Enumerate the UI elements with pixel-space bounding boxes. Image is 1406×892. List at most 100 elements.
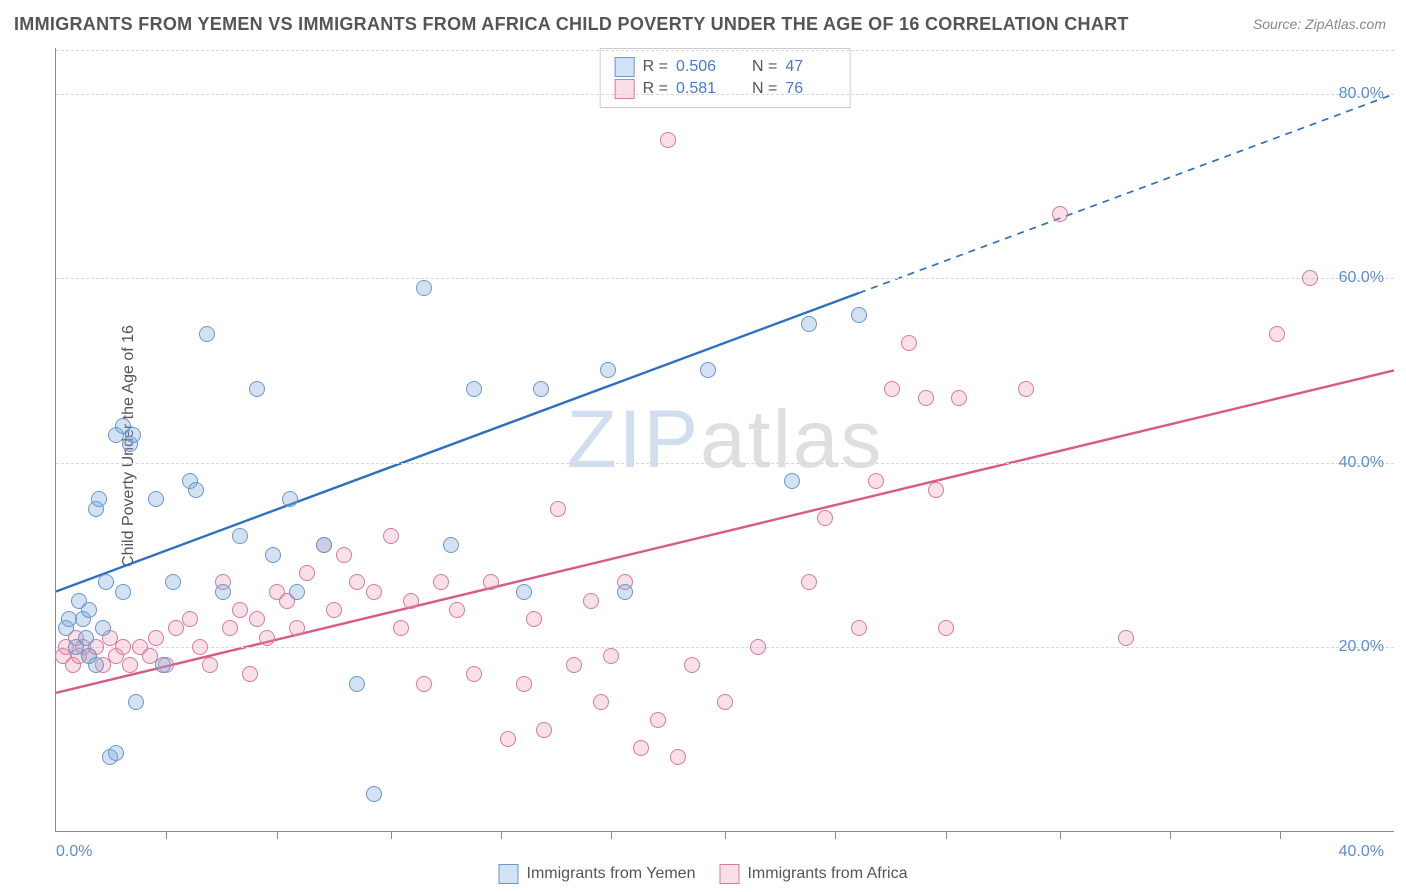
scatter-point xyxy=(222,620,238,636)
scatter-point xyxy=(700,362,716,378)
scatter-point xyxy=(128,694,144,710)
chart-container: IMMIGRANTS FROM YEMEN VS IMMIGRANTS FROM… xyxy=(0,0,1406,892)
scatter-point xyxy=(583,593,599,609)
swatch-series2 xyxy=(615,79,635,99)
scatter-point xyxy=(122,657,138,673)
gridline xyxy=(56,278,1394,279)
scatter-point xyxy=(433,574,449,590)
scatter-point xyxy=(1118,630,1134,646)
scatter-point xyxy=(684,657,700,673)
watermark: ZIPatlas xyxy=(567,393,884,487)
legend-swatch-1 xyxy=(499,864,519,884)
scatter-point xyxy=(416,280,432,296)
scatter-point xyxy=(249,611,265,627)
scatter-point xyxy=(443,537,459,553)
scatter-point xyxy=(533,381,549,397)
scatter-point xyxy=(366,584,382,600)
scatter-point xyxy=(801,574,817,590)
legend-label-2: Immigrants from Africa xyxy=(747,865,907,883)
scatter-point xyxy=(91,491,107,507)
y-tick-label: 20.0% xyxy=(1339,638,1384,656)
scatter-point xyxy=(188,482,204,498)
scatter-point xyxy=(483,574,499,590)
scatter-point xyxy=(326,602,342,618)
r-label-2: R = xyxy=(643,80,668,98)
x-tick xyxy=(946,831,947,839)
scatter-point xyxy=(366,786,382,802)
scatter-point xyxy=(600,362,616,378)
x-tick xyxy=(835,831,836,839)
scatter-point xyxy=(98,574,114,590)
scatter-point xyxy=(617,584,633,600)
y-tick-label: 80.0% xyxy=(1339,85,1384,103)
x-axis-min-label: 0.0% xyxy=(56,843,92,861)
scatter-point xyxy=(88,657,104,673)
stats-row-series1: R = 0.506 N = 47 xyxy=(615,57,836,77)
scatter-point xyxy=(603,648,619,664)
scatter-point xyxy=(199,326,215,342)
scatter-point xyxy=(868,473,884,489)
source-attribution: Source: ZipAtlas.com xyxy=(1253,16,1386,32)
watermark-atlas: atlas xyxy=(700,394,883,485)
scatter-point xyxy=(393,620,409,636)
scatter-point xyxy=(125,427,141,443)
scatter-point xyxy=(516,584,532,600)
scatter-point xyxy=(108,745,124,761)
scatter-point xyxy=(265,547,281,563)
n-label-1: N = xyxy=(752,58,777,76)
x-tick xyxy=(1060,831,1061,839)
scatter-point xyxy=(550,501,566,517)
scatter-point xyxy=(78,630,94,646)
scatter-point xyxy=(232,602,248,618)
scatter-point xyxy=(650,712,666,728)
x-tick xyxy=(277,831,278,839)
swatch-series1 xyxy=(615,57,635,77)
r-label-1: R = xyxy=(643,58,668,76)
watermark-zip: ZIP xyxy=(567,394,701,485)
legend-item-series1: Immigrants from Yemen xyxy=(499,864,696,884)
scatter-point xyxy=(289,620,305,636)
scatter-point xyxy=(336,547,352,563)
legend-item-series2: Immigrants from Africa xyxy=(719,864,907,884)
scatter-point xyxy=(784,473,800,489)
scatter-point xyxy=(928,482,944,498)
scatter-point xyxy=(466,666,482,682)
scatter-point xyxy=(202,657,218,673)
scatter-point xyxy=(851,307,867,323)
scatter-point xyxy=(416,676,432,692)
trend-lines-svg xyxy=(56,48,1394,831)
gridline xyxy=(56,647,1394,648)
scatter-point xyxy=(633,740,649,756)
y-tick-label: 40.0% xyxy=(1339,454,1384,472)
stats-box: R = 0.506 N = 47 R = 0.581 N = 76 xyxy=(600,48,851,108)
scatter-point xyxy=(289,584,305,600)
legend: Immigrants from Yemen Immigrants from Af… xyxy=(499,864,908,884)
scatter-point xyxy=(192,639,208,655)
stats-row-series2: R = 0.581 N = 76 xyxy=(615,79,836,99)
scatter-point xyxy=(500,731,516,747)
scatter-point xyxy=(1269,326,1285,342)
chart-title: IMMIGRANTS FROM YEMEN VS IMMIGRANTS FROM… xyxy=(14,14,1129,35)
x-tick xyxy=(1280,831,1281,839)
gridline xyxy=(56,463,1394,464)
x-tick xyxy=(166,831,167,839)
x-tick xyxy=(501,831,502,839)
legend-label-1: Immigrants from Yemen xyxy=(527,865,696,883)
gridline xyxy=(56,94,1394,95)
scatter-point xyxy=(1052,206,1068,222)
scatter-point xyxy=(951,390,967,406)
scatter-point xyxy=(95,620,111,636)
scatter-point xyxy=(182,611,198,627)
scatter-point xyxy=(316,537,332,553)
scatter-point xyxy=(81,602,97,618)
scatter-point xyxy=(282,491,298,507)
scatter-point xyxy=(148,491,164,507)
scatter-point xyxy=(901,335,917,351)
scatter-point xyxy=(1302,270,1318,286)
scatter-point xyxy=(851,620,867,636)
scatter-point xyxy=(349,676,365,692)
x-tick xyxy=(725,831,726,839)
scatter-point xyxy=(148,630,164,646)
scatter-point xyxy=(750,639,766,655)
scatter-point xyxy=(884,381,900,397)
